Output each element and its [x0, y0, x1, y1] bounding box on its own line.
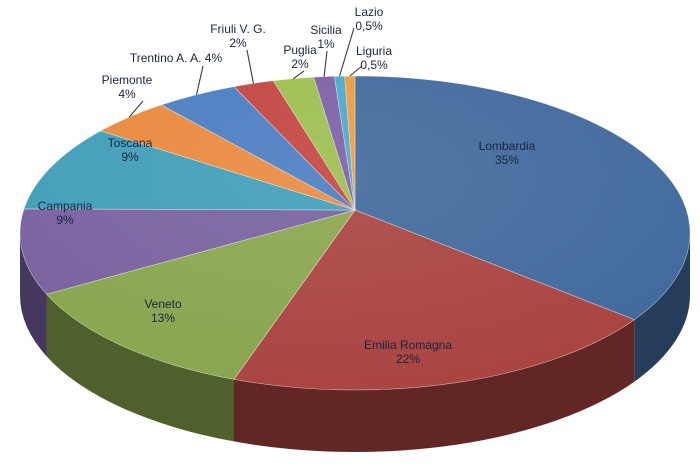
slice-pct: 4%: [118, 87, 136, 101]
slice-pct: 35%: [494, 153, 520, 167]
slice-pct: 2%: [229, 36, 247, 50]
slice-name: Friuli V. G.: [210, 22, 266, 36]
slice-label-lazio: Lazio 0,5%: [355, 5, 384, 33]
slice-pct: 2%: [291, 57, 309, 71]
slice-pct: 0,5%: [355, 19, 383, 33]
slice-name: Liguria: [355, 44, 393, 58]
slice-pct: 9%: [56, 213, 74, 227]
leader-line-friuli-v-g: [246, 49, 254, 84]
leader-line-puglia: [293, 70, 305, 80]
slice-pct: 1%: [317, 37, 335, 51]
slice-label-emilia-romagna: Emilia Romagna 22%: [364, 338, 452, 366]
pie-top-faces: [19, 75, 691, 391]
slice-name: Toscana: [107, 136, 153, 150]
slice-pct: 0,5%: [360, 58, 388, 72]
slice-name: Emilia Romagna: [363, 338, 453, 352]
slice-label-campania: Campania 9%: [38, 199, 93, 227]
slice-name-and-pct: Trentino A. A. 4%: [129, 51, 223, 65]
slice-label-puglia: Puglia 2%: [283, 43, 316, 71]
slice-name: Sicilia: [310, 23, 342, 37]
slice-label-sicilia: Sicilia 1%: [310, 23, 341, 51]
slice-label-lombardia: Lombardia 35%: [479, 139, 536, 167]
slice-name: Lazio: [354, 5, 384, 19]
slice-pct: 13%: [150, 311, 176, 325]
leader-line-liguria: [349, 65, 363, 77]
slice-label-piemonte: Piemonte 4%: [102, 73, 153, 101]
slice-name: Veneto: [144, 297, 182, 311]
slice-name: Lombardia: [478, 139, 536, 153]
leader-line-trentino-a-a: [195, 65, 204, 95]
slice-label-toscana: Toscana 9%: [108, 136, 153, 164]
slice-label-veneto: Veneto 13%: [144, 297, 181, 325]
slice-label-friuli-v-g: Friuli V. G. 2%: [210, 22, 266, 50]
slice-name: Puglia: [283, 43, 317, 57]
slice-label-liguria: Liguria 0,5%: [356, 44, 392, 72]
slice-name: Campania: [37, 199, 93, 213]
slice-label-trentino-a-a: Trentino A. A. 4%: [130, 51, 222, 65]
slice-pct: 22%: [395, 352, 421, 366]
leader-line-sicilia: [323, 50, 328, 77]
slice-pct: 9%: [121, 150, 139, 164]
leader-line-lazio: [338, 27, 355, 77]
slice-name: Piemonte: [101, 73, 153, 87]
